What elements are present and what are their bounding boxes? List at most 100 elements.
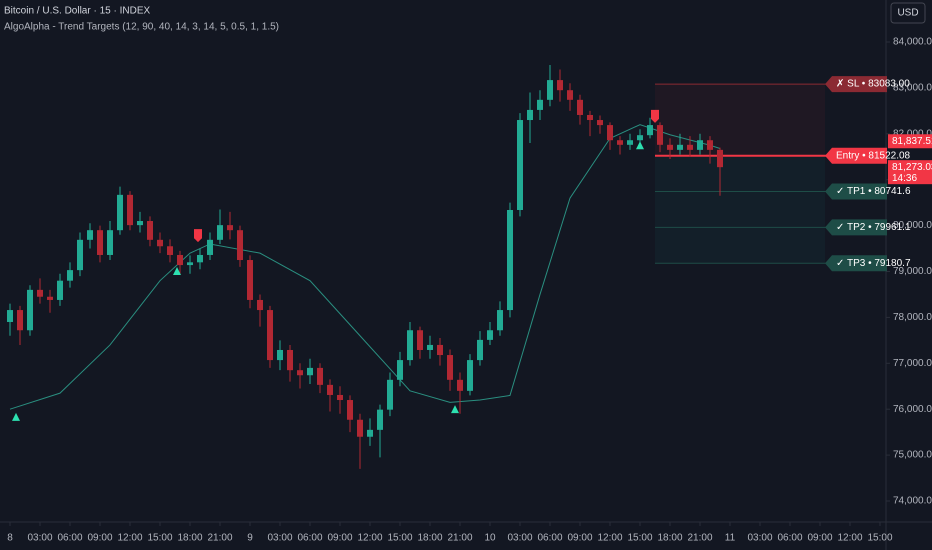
level-label: ✓ TP1 • 80741.6 — [836, 186, 911, 197]
candle-body — [667, 144, 673, 150]
currency[interactable]: USD — [897, 8, 918, 19]
x-tick-label: 03:00 — [507, 533, 532, 544]
indicator-label: AlgoAlpha - Trend Targets (12, 90, 40, 1… — [4, 22, 279, 33]
bull-signal — [12, 412, 20, 421]
candle-body — [287, 349, 293, 371]
price-badge — [888, 160, 932, 185]
bear-signal — [194, 229, 202, 243]
price-badge-label: 81,273.03 — [892, 162, 932, 173]
x-tick-label: 09:00 — [807, 533, 832, 544]
bear-signal — [651, 109, 659, 123]
candle — [57, 273, 63, 306]
candle — [297, 363, 303, 389]
price-badge-label: 81,837.51 — [892, 136, 932, 147]
candle — [457, 372, 463, 414]
candle — [307, 358, 313, 384]
level-label: ✗ SL • 83083.00 — [836, 79, 910, 90]
x-tick-label: 15:00 — [627, 533, 652, 544]
candle-body — [267, 310, 273, 361]
candle-body — [277, 349, 283, 361]
candle-body — [447, 355, 453, 380]
candle-body — [307, 367, 313, 376]
price-badge — [888, 134, 932, 149]
candle — [577, 94, 583, 125]
candle-body — [477, 339, 483, 361]
candle — [437, 338, 443, 366]
y-tick-label: 80,000.00 — [893, 220, 932, 231]
candle-body — [567, 90, 573, 100]
candle-body — [187, 262, 193, 266]
x-tick-label: 11 — [725, 533, 736, 544]
candle — [707, 136, 713, 164]
x-tick-label: 15:00 — [387, 533, 412, 544]
candle-body — [27, 289, 33, 331]
candle-body — [547, 80, 553, 100]
candle-body — [197, 254, 203, 263]
candle — [527, 92, 533, 143]
candle — [487, 321, 493, 345]
candle-body — [297, 370, 303, 376]
candle — [7, 303, 13, 336]
candle — [187, 255, 193, 274]
candle-body — [387, 379, 393, 410]
x-tick-label: 12:00 — [597, 533, 622, 544]
candle-body — [17, 310, 23, 331]
level-tag — [825, 255, 887, 272]
candle — [117, 186, 123, 235]
candle — [397, 351, 403, 387]
candle — [477, 331, 483, 366]
candle — [137, 211, 143, 233]
candle — [567, 83, 573, 111]
candle-body — [337, 394, 343, 401]
candle-body — [517, 120, 523, 210]
candle — [697, 133, 703, 155]
candle — [197, 248, 203, 270]
candle — [67, 262, 73, 288]
candle-body — [127, 194, 133, 226]
x-tick-label: 06:00 — [537, 533, 562, 544]
currency-box[interactable] — [890, 2, 926, 24]
candle-body — [247, 260, 253, 300]
x-tick-label: 10 — [484, 533, 496, 544]
candle-body — [157, 239, 163, 247]
x-tick-label: 06:00 — [777, 533, 802, 544]
candle-body — [507, 209, 513, 311]
candle-body — [677, 144, 683, 150]
candle — [607, 122, 613, 150]
candle-body — [377, 409, 383, 430]
candle — [467, 354, 473, 396]
candle — [627, 133, 633, 150]
candle-body — [427, 344, 433, 350]
candle — [257, 294, 263, 327]
trend-line — [9, 124, 721, 410]
candle — [147, 216, 153, 247]
candle-body — [637, 135, 643, 141]
x-tick-label: 06:00 — [57, 533, 82, 544]
candle — [97, 225, 103, 263]
candle — [107, 221, 113, 261]
candle — [597, 115, 603, 134]
candle — [17, 305, 23, 345]
candle — [287, 344, 293, 382]
candle — [327, 379, 333, 412]
candle — [687, 136, 693, 157]
candle-body — [697, 140, 703, 150]
candle-body — [687, 144, 693, 150]
candle — [587, 110, 593, 137]
x-tick-label: 18:00 — [657, 533, 682, 544]
candle — [617, 136, 623, 155]
candle — [677, 133, 683, 155]
candle-body — [317, 367, 323, 385]
candle-body — [257, 299, 263, 311]
candle-body — [67, 270, 73, 281]
x-tick-label: 09:00 — [87, 533, 112, 544]
candle-body — [37, 289, 43, 297]
level-tag — [825, 147, 887, 164]
x-tick-label: 03:00 — [747, 533, 772, 544]
candle-body — [407, 330, 413, 361]
level-tag — [825, 219, 887, 236]
tp-zone — [655, 155, 825, 264]
candle-body — [587, 114, 593, 121]
bull-signal — [173, 266, 181, 275]
